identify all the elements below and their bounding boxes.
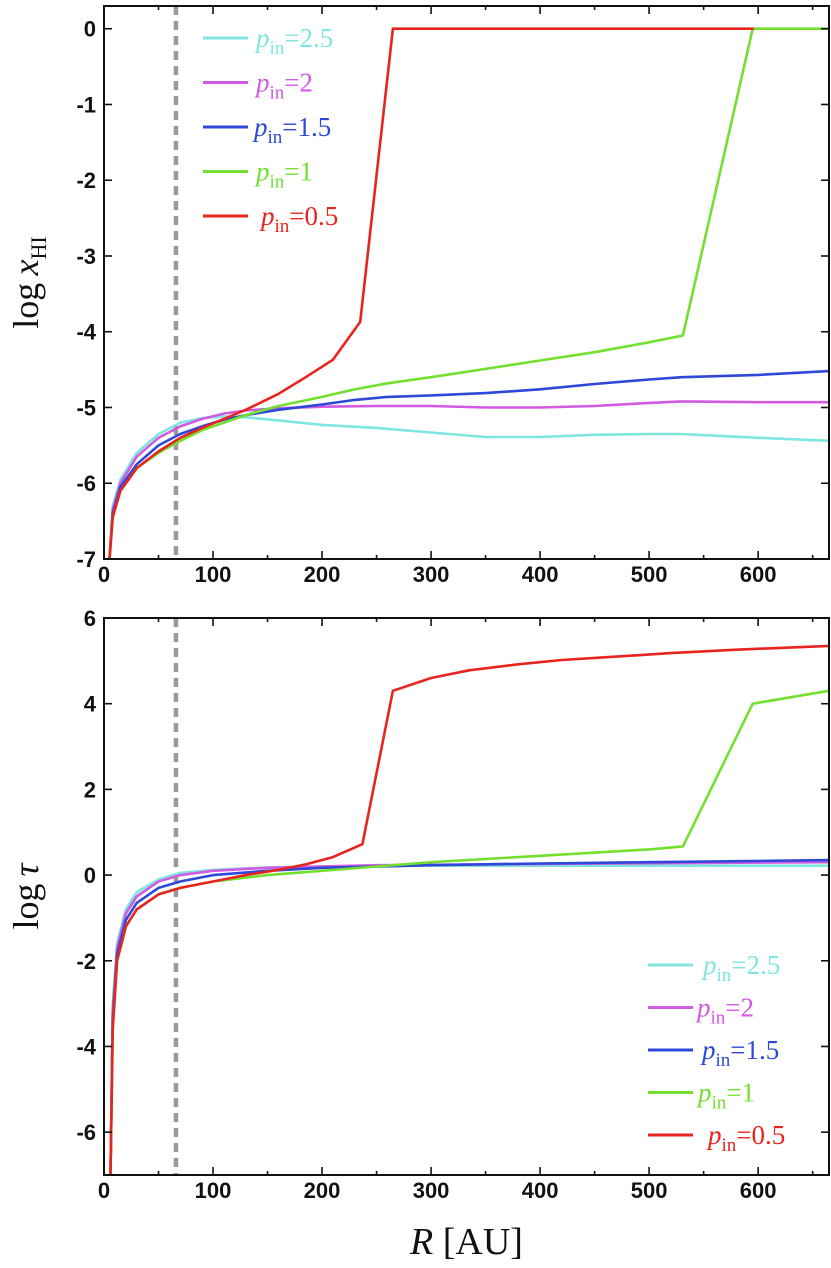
- y-tick-label: -2: [76, 949, 96, 974]
- y-tick-label: 4: [84, 692, 97, 717]
- x-tick-label: 500: [631, 1178, 668, 1203]
- x-tick-label: 100: [195, 1178, 232, 1203]
- bottom-panel: 0 100 200 300 400 500 600 6 4 2 0 -2 -4 -6 log τ R [AU]…: [6, 606, 830, 1263]
- x-tick-label: 0: [98, 562, 110, 587]
- legend-label-4: pin=0.5: [259, 201, 338, 237]
- x-tick-label: 300: [413, 1178, 450, 1203]
- y-tick-label: -5: [76, 395, 96, 420]
- y-tick-label: 0: [84, 17, 96, 42]
- legend-label-4: pin=0.5: [706, 1120, 785, 1156]
- x-tick-label: 300: [413, 562, 450, 587]
- series-line-3: [108, 27, 829, 559]
- legend-label-2: pin=1.5: [252, 112, 331, 148]
- legend-label-3: pin=1: [696, 1078, 755, 1114]
- x-tick-label: 400: [522, 562, 559, 587]
- y-tick-label: -3: [76, 244, 96, 269]
- x-tick-label: 100: [195, 562, 232, 587]
- x-tick-label: 400: [522, 1178, 559, 1203]
- x-tick-label: 600: [740, 562, 777, 587]
- series-line-4: [108, 27, 754, 559]
- y-tick-label: -6: [76, 1120, 96, 1145]
- series-line-0: [108, 415, 829, 559]
- x-tick-label: 200: [304, 1178, 341, 1203]
- legend-label-1: pin=2: [254, 68, 313, 104]
- series-group: [108, 27, 829, 559]
- series-line-2: [108, 369, 829, 559]
- legend-label-2: pin=1.5: [700, 1035, 779, 1071]
- y-tick-label: -2: [76, 168, 96, 193]
- y-tick-label: 6: [84, 606, 96, 631]
- y-tick-label: -7: [76, 547, 96, 572]
- top-panel: 0 100 200 300 400 500 600 0 -1 -2 -3 -4 -5 -6 -7 log xH…: [6, 5, 830, 587]
- legend-label-1: pin=2: [695, 993, 754, 1029]
- y-tick-label: -1: [76, 92, 96, 117]
- legend-label-0: pin=2.5: [254, 23, 333, 59]
- legend-label-0: pin=2.5: [701, 950, 780, 986]
- y-tick-label: 2: [84, 777, 96, 802]
- x-tick-label: 500: [631, 562, 668, 587]
- x-tick-label: 600: [740, 1178, 777, 1203]
- y-tick-label: -4: [76, 320, 96, 345]
- plot-frame: [103, 5, 830, 560]
- y-axis-label: log xHI: [6, 236, 51, 328]
- y-axis-label: log τ: [6, 862, 46, 929]
- y-tick-label: -4: [76, 1034, 96, 1059]
- plot-frame: [103, 617, 830, 1176]
- x-tick-label: 0: [98, 1178, 110, 1203]
- y-tick-label: 0: [84, 863, 96, 888]
- legend-label-3: pin=1: [254, 157, 313, 193]
- x-tick-label: 200: [304, 562, 341, 587]
- x-axis-label: R [AU]: [409, 1221, 523, 1263]
- legend: pin=2.5 pin=2 pin=1.5 pin=1 pin=0.5: [203, 23, 338, 237]
- legend: pin=2.5 pin=2 pin=1.5 pin=1 pin=0.5: [648, 950, 785, 1156]
- series-line-2: [109, 858, 829, 1175]
- series-line-4: [109, 644, 829, 1175]
- series-group: [109, 644, 829, 1175]
- y-tick-label: -6: [76, 471, 96, 496]
